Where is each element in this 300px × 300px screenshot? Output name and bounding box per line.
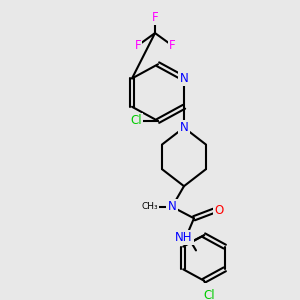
Text: N: N (180, 72, 188, 85)
Text: O: O (214, 204, 224, 217)
Text: Cl: Cl (203, 289, 215, 300)
Text: Cl: Cl (130, 115, 142, 128)
Text: CH₃: CH₃ (142, 202, 158, 211)
Text: F: F (135, 39, 141, 52)
Text: F: F (152, 11, 158, 23)
Text: F: F (169, 39, 175, 52)
Text: NH: NH (175, 231, 193, 244)
Text: N: N (180, 121, 188, 134)
Text: N: N (168, 200, 176, 213)
